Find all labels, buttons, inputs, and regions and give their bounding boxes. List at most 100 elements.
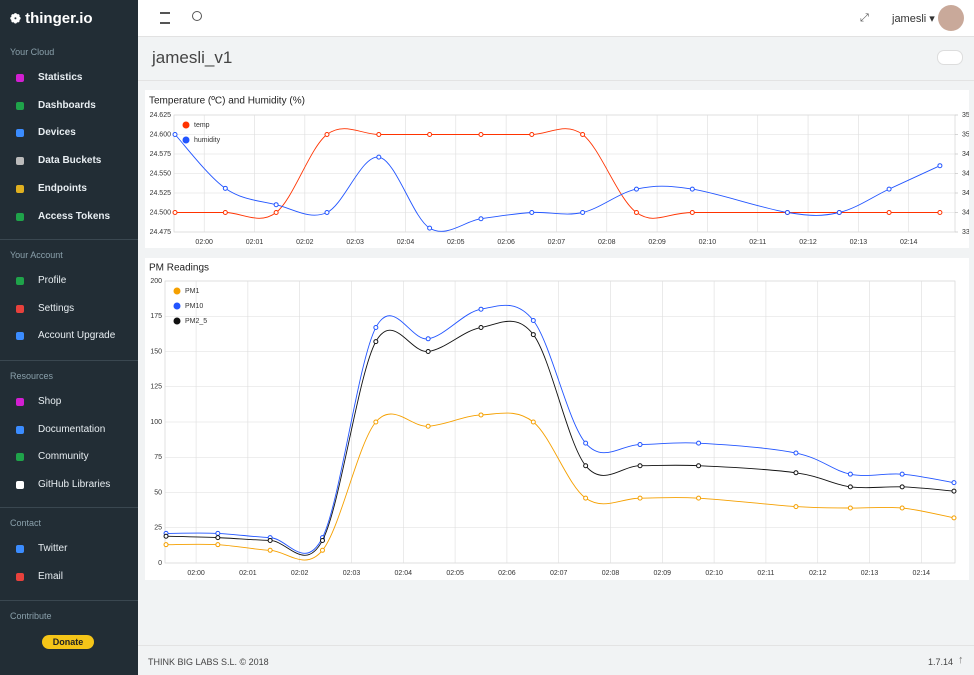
nav-item[interactable]: Data Buckets	[38, 155, 102, 167]
legend-marker	[173, 302, 181, 310]
x-tick-label: 02:11	[749, 239, 766, 246]
x-tick-label: 02:14	[913, 570, 931, 577]
logo[interactable]: ❁ thinger.io	[10, 10, 93, 27]
data-point	[425, 336, 431, 342]
x-tick-label: 02:07	[548, 239, 566, 246]
nav-item[interactable]: Statistics	[38, 72, 83, 83]
nav-item[interactable]: Devices	[38, 127, 76, 139]
divider	[0, 360, 138, 361]
x-tick-label: 02:02	[291, 570, 309, 577]
x-tick-label: 02:02	[296, 239, 314, 246]
x-tick-label: 02:05	[446, 570, 464, 577]
y-tick-label: 24.575	[150, 151, 172, 158]
data-point	[267, 547, 273, 553]
legend-label: PM1	[185, 288, 200, 295]
nav-item[interactable]: Email	[38, 570, 64, 582]
data-point	[530, 317, 536, 323]
legend-marker	[173, 287, 181, 295]
nav-item[interactable]: Dashboards	[38, 99, 96, 111]
nav-icon	[16, 157, 24, 166]
data-point	[427, 132, 433, 137]
data-point	[696, 495, 702, 501]
nav-icon	[16, 398, 24, 406]
legend-marker	[173, 317, 181, 325]
y-tick-label: 0	[158, 560, 162, 567]
nav-item[interactable]: Account Upgrade	[38, 330, 116, 342]
data-point	[324, 132, 330, 137]
chart: Temperature (ºC) and Humidity (%) 24.475 2…	[149, 96, 974, 246]
data-point	[637, 463, 643, 469]
data-point	[583, 463, 589, 469]
x-tick-label: 02:13	[861, 570, 879, 577]
data-point	[373, 419, 379, 425]
data-point	[886, 186, 892, 192]
donate-button[interactable]: Donate	[42, 635, 94, 649]
x-tick-label: 02:06	[498, 570, 516, 577]
data-point	[530, 332, 536, 338]
legend-label: humidity	[194, 137, 221, 144]
user-menu[interactable]: jamesli ▾	[892, 13, 935, 25]
data-point	[319, 547, 325, 553]
x-tick-label: 02:09	[648, 239, 666, 246]
data-point	[951, 480, 957, 486]
data-point	[373, 325, 379, 331]
nav-item[interactable]: Access Tokens	[38, 210, 111, 222]
data-point	[425, 349, 431, 354]
expand[interactable]: ⤢	[860, 12, 869, 24]
nav-item[interactable]: Community	[38, 451, 89, 463]
user-icon[interactable]	[192, 11, 202, 21]
scroll-top[interactable]: ↑	[958, 654, 964, 666]
nav-icon	[16, 101, 24, 110]
data-point	[529, 210, 535, 215]
data-point	[373, 339, 379, 345]
data-point	[478, 325, 484, 331]
y2-tick-label: 34.25	[962, 190, 969, 197]
nav-item[interactable]: GitHub Libraries	[38, 479, 111, 491]
menu-toggle[interactable]	[160, 12, 170, 24]
data-point	[222, 185, 228, 191]
x-tick-label: 02:13	[850, 239, 868, 246]
page-title: jamesli_v1	[152, 48, 233, 67]
data-point	[215, 535, 221, 541]
series-line	[166, 412, 955, 561]
legend-marker	[182, 121, 190, 129]
nav-item[interactable]: Endpoints	[38, 182, 87, 194]
x-tick-label: 02:06	[497, 239, 515, 246]
y2-tick-label: 33.75	[962, 229, 969, 236]
section-title: Resources	[10, 371, 54, 381]
nav-item[interactable]: Twitter	[38, 543, 68, 554]
nav-icon	[16, 572, 24, 581]
data-point	[689, 210, 695, 215]
data-point	[319, 537, 325, 543]
data-point	[172, 132, 178, 137]
data-point	[696, 440, 702, 446]
legend-marker	[182, 136, 190, 144]
y-tick-label: 24.600	[150, 131, 172, 138]
data-point	[899, 471, 905, 477]
section-title: Contribute	[10, 611, 52, 621]
x-tick-label: 02:10	[705, 570, 723, 577]
toggle[interactable]	[937, 50, 963, 65]
logo-text: thinger.io	[25, 10, 93, 27]
avatar[interactable]	[938, 5, 964, 31]
footer-version: 1.7.14	[928, 657, 954, 667]
chart-title: PM Readings	[149, 263, 209, 274]
data-point	[215, 542, 221, 548]
x-tick-label: 02:12	[809, 570, 827, 577]
data-point	[580, 210, 586, 215]
data-point	[899, 505, 905, 511]
data-point	[836, 210, 842, 215]
data-point	[689, 186, 695, 192]
nav-item[interactable]: Shop	[38, 396, 62, 407]
data-point	[847, 505, 853, 511]
y-tick-label: 24.475	[150, 229, 172, 236]
series-line	[166, 320, 955, 556]
x-tick-label: 02:00	[195, 239, 213, 246]
nav-icon	[16, 332, 24, 341]
x-tick-label: 02:03	[343, 570, 361, 577]
nav-item[interactable]: Settings	[38, 302, 75, 314]
nav-item[interactable]: Documentation	[38, 423, 106, 435]
divider	[0, 507, 138, 508]
nav-item[interactable]: Profile	[38, 275, 67, 286]
